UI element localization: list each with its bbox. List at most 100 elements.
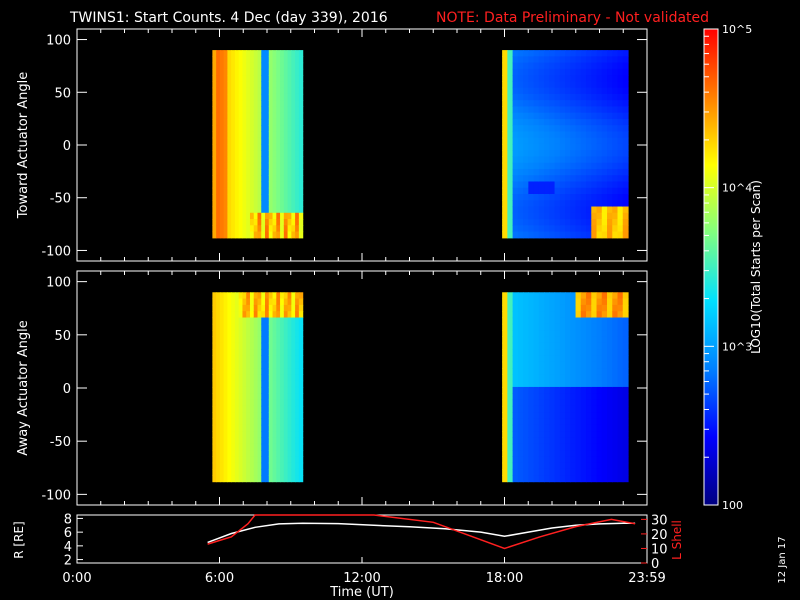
heatmap-cell bbox=[227, 475, 232, 483]
heatmap-cell bbox=[219, 450, 225, 457]
heatmap-cell bbox=[612, 137, 619, 145]
heatmap-cell bbox=[601, 100, 608, 108]
heatmap-cell bbox=[231, 168, 236, 176]
heatmap-cell bbox=[257, 412, 262, 420]
heatmap-cell bbox=[257, 212, 262, 220]
heatmap-cell bbox=[298, 200, 304, 208]
heatmap-cell bbox=[298, 399, 304, 407]
heatmap-cell bbox=[242, 336, 247, 344]
heatmap-cell bbox=[261, 118, 266, 126]
heatmap-cell bbox=[253, 443, 259, 451]
heatmap-cell bbox=[580, 112, 587, 120]
heatmap-cell bbox=[298, 468, 304, 476]
heatmap-cell bbox=[242, 361, 247, 369]
heatmap-cell bbox=[502, 118, 508, 126]
heatmap-cell bbox=[246, 475, 251, 483]
heatmap-cell bbox=[523, 437, 529, 445]
y-tick-label: -50 bbox=[50, 435, 71, 450]
heatmap-cell bbox=[538, 131, 545, 139]
heatmap-cell bbox=[512, 118, 519, 126]
heatmap-cell bbox=[246, 219, 251, 226]
heatmap-cell bbox=[246, 118, 251, 126]
heatmap-cell bbox=[238, 349, 244, 356]
heatmap-cell bbox=[283, 87, 289, 95]
heatmap-cell bbox=[246, 298, 251, 306]
heatmap-cell bbox=[607, 87, 613, 95]
heatmap-cell bbox=[607, 412, 613, 420]
heatmap-cell bbox=[219, 399, 225, 407]
heatmap-cell bbox=[219, 112, 225, 120]
heatmap-cell bbox=[549, 206, 556, 214]
heatmap-cell bbox=[533, 143, 540, 151]
heatmap-cell bbox=[512, 62, 519, 70]
heatmap-cell bbox=[502, 106, 508, 114]
heatmap-cell bbox=[295, 75, 300, 82]
heatmap-cell bbox=[238, 106, 244, 114]
heatmap-cell bbox=[298, 368, 304, 375]
heatmap-cell bbox=[502, 68, 508, 76]
heatmap-cell bbox=[265, 162, 270, 170]
heatmap-cell bbox=[227, 380, 232, 388]
heatmap-cell bbox=[272, 304, 277, 312]
heatmap-cell bbox=[517, 462, 524, 470]
heatmap-cell bbox=[512, 106, 519, 114]
heatmap-cell bbox=[554, 200, 561, 208]
heatmap-cell bbox=[622, 162, 629, 170]
heatmap-cell bbox=[295, 62, 300, 70]
heatmap-cell bbox=[512, 405, 519, 413]
heatmap-cell bbox=[517, 475, 524, 483]
heatmap-cell bbox=[575, 361, 582, 369]
heatmap-cell bbox=[601, 112, 608, 120]
heatmap-cell bbox=[617, 93, 624, 101]
heatmap-cell bbox=[291, 187, 296, 195]
heatmap-cell bbox=[591, 311, 598, 319]
heatmap-cell bbox=[617, 200, 624, 208]
heatmap-cell bbox=[280, 75, 285, 82]
heatmap-cell bbox=[272, 475, 277, 483]
heatmap-cell bbox=[533, 330, 540, 338]
heatmap-cell bbox=[212, 361, 217, 369]
heatmap-cell bbox=[261, 56, 266, 64]
heatmap-cell bbox=[231, 100, 236, 108]
heatmap-cell bbox=[565, 175, 571, 183]
heatmap-cell bbox=[591, 386, 598, 394]
heatmap-cell bbox=[212, 330, 217, 338]
heatmap-cell bbox=[549, 323, 556, 331]
heatmap-cell bbox=[295, 292, 300, 300]
heatmap-cell bbox=[622, 355, 629, 363]
heatmap-cell bbox=[544, 399, 550, 407]
heatmap-cell bbox=[528, 118, 535, 126]
heatmap-cell bbox=[253, 87, 259, 95]
heatmap-cell bbox=[554, 412, 561, 420]
heatmap-cell bbox=[544, 68, 550, 76]
heatmap-cell bbox=[242, 380, 247, 388]
heatmap-cell bbox=[231, 468, 236, 476]
heatmap-cell bbox=[295, 380, 300, 388]
heatmap-cell bbox=[586, 62, 592, 70]
heatmap-cell bbox=[223, 162, 229, 170]
heatmap-cell bbox=[234, 125, 240, 133]
heatmap-cell bbox=[507, 399, 514, 407]
heatmap-cell bbox=[596, 368, 603, 375]
heatmap-cell bbox=[261, 93, 266, 101]
heatmap-cell bbox=[227, 418, 232, 426]
heatmap-cell bbox=[291, 298, 296, 306]
heatmap-cell bbox=[238, 380, 244, 388]
heatmap-cell bbox=[291, 317, 296, 325]
heatmap-cell bbox=[617, 462, 624, 470]
heatmap-cell bbox=[238, 68, 244, 76]
heatmap-cell bbox=[570, 100, 577, 108]
heatmap-cell bbox=[212, 405, 217, 413]
heatmap-cell bbox=[549, 168, 556, 176]
heatmap-cell bbox=[261, 462, 266, 470]
heatmap-cell bbox=[234, 456, 240, 464]
heatmap-cell bbox=[544, 156, 550, 164]
heatmap-cell bbox=[257, 311, 262, 319]
heatmap-cell bbox=[591, 361, 598, 369]
heatmap-cell bbox=[280, 156, 285, 164]
heatmap-cell bbox=[253, 412, 259, 420]
heatmap-cell bbox=[617, 162, 624, 170]
heatmap-cell bbox=[253, 225, 259, 233]
heatmap-cell bbox=[565, 219, 571, 226]
heatmap-cell bbox=[523, 75, 529, 82]
